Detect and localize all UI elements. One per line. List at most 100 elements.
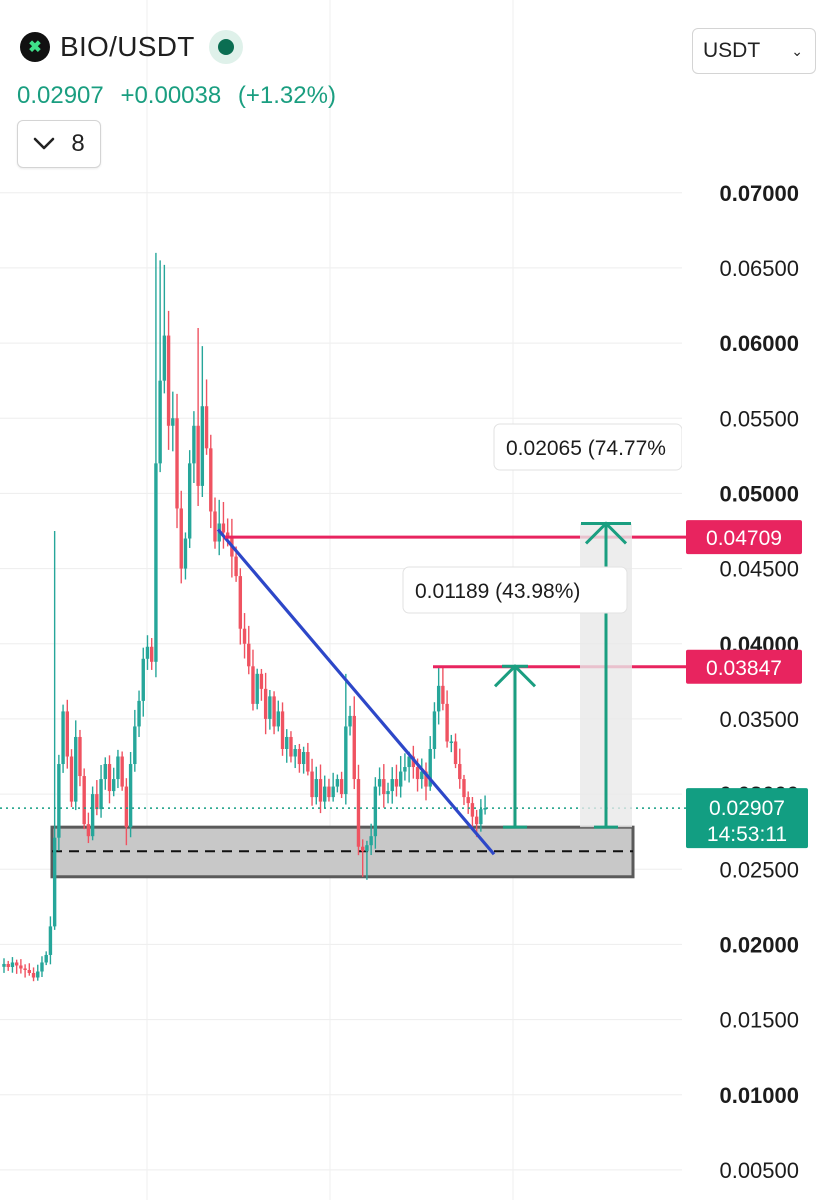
- candle-up: [133, 726, 137, 765]
- y-tick-label: 0.05500: [719, 406, 799, 431]
- indicator-count: 8: [71, 130, 85, 157]
- y-tick-label: 0.02500: [719, 857, 799, 882]
- candle-down: [394, 779, 399, 787]
- y-tick-label: 0.00500: [719, 1158, 799, 1183]
- candle-down: [124, 786, 129, 828]
- level-price-tag: [686, 520, 802, 555]
- candle-up: [323, 786, 327, 802]
- collapse-indicators-button[interactable]: 8: [17, 120, 101, 168]
- candle-down: [259, 673, 264, 689]
- candle-up: [348, 715, 352, 727]
- candle-up: [403, 767, 407, 772]
- candle-down: [415, 767, 420, 780]
- candle-up: [200, 406, 205, 486]
- candle-up: [335, 779, 340, 787]
- candle-down: [150, 646, 154, 662]
- price-tags: 0.04709 0.03847 0.02907 14:53:11: [686, 520, 808, 849]
- chevron-down-icon: ⌄: [791, 42, 803, 59]
- candle-down: [339, 779, 344, 795]
- candle-down: [204, 406, 209, 449]
- candle-down: [280, 711, 285, 749]
- measure-label: 0.02065 (74.77%: [506, 437, 666, 460]
- candle-up: [90, 794, 95, 837]
- candle-down: [65, 711, 69, 757]
- candle-up: [141, 658, 145, 701]
- candle-up: [285, 736, 289, 749]
- candle-up: [331, 786, 335, 798]
- candle-up: [116, 756, 120, 780]
- level-price-label: 0.03847: [706, 657, 782, 680]
- candle-up: [344, 726, 348, 795]
- candle-down: [474, 816, 479, 825]
- candle-up: [44, 954, 48, 963]
- candle-down: [424, 771, 428, 787]
- candle-down: [209, 448, 213, 512]
- candle-down: [82, 776, 86, 825]
- candle-down: [234, 556, 238, 577]
- candle-down: [238, 576, 243, 629]
- candle-down: [95, 794, 99, 810]
- candle-down: [356, 779, 361, 847]
- candle-down: [14, 962, 19, 966]
- level-price-label: 0.04709: [706, 527, 782, 550]
- price-axis: 0.07000 0.06500 0.06000 0.05500 0.05000 0.045…: [719, 181, 799, 1183]
- measure-arrow-head: [493, 664, 537, 688]
- candle-up: [61, 711, 65, 765]
- level-price-tag: [686, 649, 802, 684]
- candle-up: [103, 764, 107, 780]
- candle-up: [301, 752, 306, 765]
- candle-down: [327, 786, 331, 798]
- candle-down: [78, 736, 82, 777]
- candle-down: [382, 779, 386, 795]
- candle-down: [166, 335, 171, 426]
- candle-down: [462, 779, 466, 798]
- candle-countdown-label: 14:53:11: [707, 823, 787, 846]
- candle-up: [390, 779, 394, 792]
- y-tick-label: 0.06500: [719, 256, 799, 281]
- candle-up: [158, 380, 162, 464]
- currency-select[interactable]: USDT ⌄: [692, 28, 816, 74]
- y-tick-label: 0.01000: [719, 1083, 799, 1108]
- price-change: +0.00038: [120, 82, 222, 109]
- candle-up: [171, 418, 175, 426]
- candle-up: [398, 771, 403, 787]
- y-tick-label: 0.06000: [719, 331, 799, 356]
- candle-down: [175, 418, 179, 509]
- candle-up: [479, 809, 483, 825]
- candle-down: [19, 965, 23, 969]
- candle-up: [10, 962, 15, 967]
- symbol-header: ✖ BIO/USDT: [20, 30, 243, 64]
- candle-up: [407, 756, 411, 768]
- descending-trendline: [216, 528, 496, 856]
- current-price-label: 0.02907: [709, 797, 785, 820]
- candle-down: [306, 752, 310, 772]
- candle-down: [458, 764, 462, 780]
- candle-down: [289, 736, 293, 757]
- candle-up: [386, 791, 390, 795]
- candle-up: [369, 836, 373, 846]
- candle-up: [293, 748, 297, 757]
- price-summary: 0.02907 +0.00038 (+1.32%): [17, 82, 346, 110]
- candle-down: [242, 628, 247, 644]
- candle-down: [297, 748, 302, 765]
- candle-down: [196, 425, 200, 486]
- candlestick-series: [2, 252, 487, 982]
- label-clip: [682, 420, 688, 474]
- candle-up: [112, 779, 116, 792]
- candle-up: [162, 335, 167, 381]
- candle-up: [128, 764, 133, 828]
- candle-up: [36, 971, 40, 978]
- y-tick-label: 0.04500: [719, 557, 799, 582]
- candle-down: [225, 532, 230, 539]
- chevron-down-icon: [34, 137, 55, 150]
- candle-down: [310, 771, 314, 798]
- candle-up: [268, 696, 272, 719]
- y-tick-label: 0.05000: [719, 481, 799, 506]
- measure-arrow-head: [584, 521, 628, 545]
- y-tick-label: 0.07000: [719, 181, 799, 206]
- candle-up: [187, 463, 192, 539]
- candle-up: [154, 463, 158, 662]
- candle-up: [432, 711, 437, 749]
- candle-down: [23, 968, 27, 970]
